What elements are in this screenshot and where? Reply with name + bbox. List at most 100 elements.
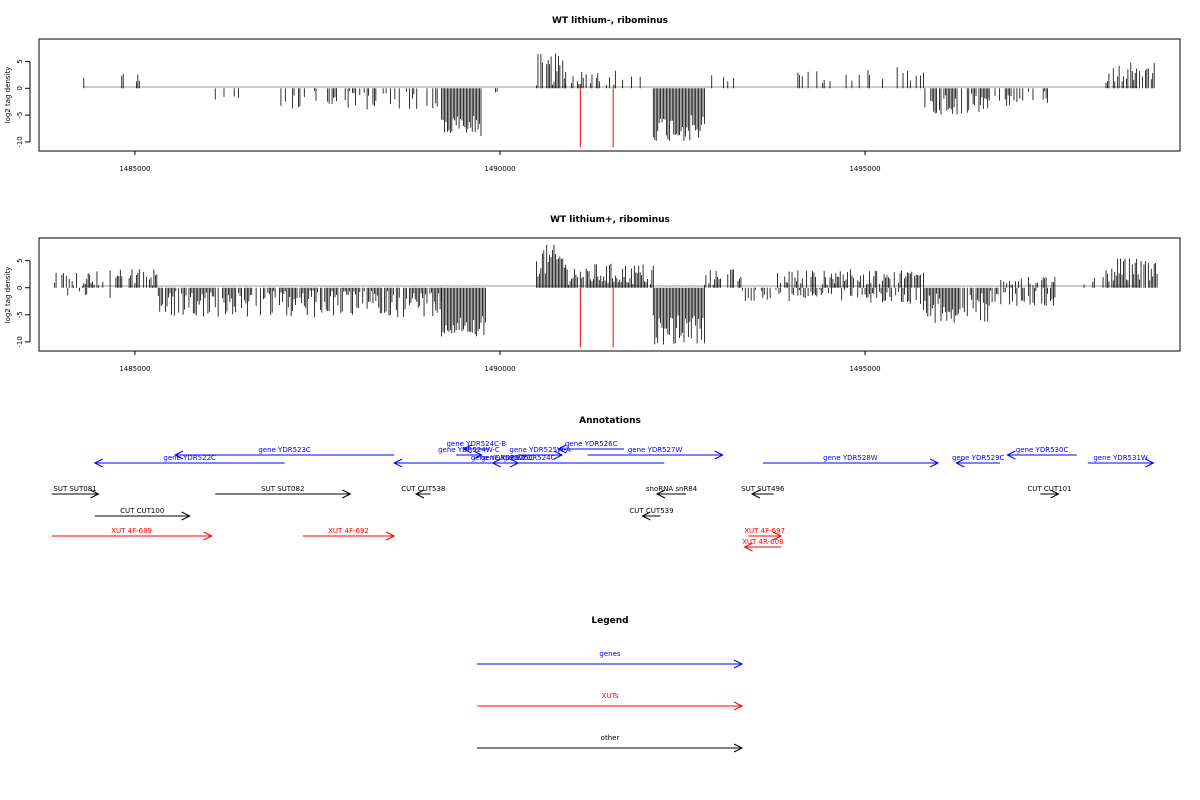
feature-label: SUT SUT081 bbox=[53, 485, 96, 493]
feature-label: CUT CUT539 bbox=[629, 507, 673, 515]
feature-label: gene YDR524C bbox=[503, 454, 556, 462]
arrow-head bbox=[491, 458, 501, 468]
feature-label: gene YDR522C bbox=[163, 454, 216, 462]
arrow-head bbox=[203, 531, 213, 541]
feature-label: SUT SUT496 bbox=[741, 485, 785, 493]
annotation-feature: gene YDR522C bbox=[93, 454, 285, 468]
annotation-feature: XUT 4F-689 bbox=[51, 527, 213, 541]
red-markers bbox=[579, 88, 614, 148]
y-axis-label: log2 tag density bbox=[4, 267, 12, 324]
arrow-head bbox=[385, 531, 396, 541]
arrow-head bbox=[392, 458, 403, 468]
arrow-head bbox=[772, 531, 783, 541]
density-panel-lithium-plus: WT lithium+, ribominus 50-5-10 1485000 14… bbox=[4, 215, 1181, 373]
arrow-head bbox=[929, 458, 940, 468]
arrow-head bbox=[641, 511, 651, 521]
annotations-track: Annotations gene YDR522C gene YDR523C gene… bbox=[51, 416, 1155, 552]
y-tick-label: 5 bbox=[16, 59, 24, 63]
legend-entry-xuts: XUTs bbox=[477, 692, 744, 711]
annotation-feature: gene YDR528W bbox=[762, 454, 940, 468]
x-tick-label: 1485000 bbox=[119, 365, 150, 373]
annotation-feature: snoRNA snR84 bbox=[646, 485, 698, 499]
density-panel-lithium-minus: WT lithium-, ribominus 50-5-10 1485000 14… bbox=[4, 16, 1181, 173]
arrow-head bbox=[655, 489, 666, 499]
feature-label: XUT 4F-697 bbox=[744, 527, 785, 535]
arrow-head bbox=[90, 489, 100, 499]
plot-frame bbox=[38, 38, 1181, 152]
annotation-feature: gene YDR529C bbox=[952, 454, 1005, 468]
arrow-head bbox=[342, 489, 352, 499]
feature-label: gene YDR524W-C bbox=[438, 446, 500, 454]
legend-label: genes bbox=[599, 650, 620, 658]
legend: Legend genes XUTs other bbox=[477, 616, 744, 753]
arrow-head bbox=[733, 743, 744, 753]
arrow-head bbox=[93, 458, 103, 468]
arrow-head bbox=[733, 659, 744, 669]
density-bars bbox=[83, 53, 1155, 141]
feature-label: gene YDR527W bbox=[628, 446, 683, 454]
y-tick-label: -5 bbox=[16, 311, 24, 318]
arrow-head bbox=[743, 542, 753, 552]
x-tick-label: 1490000 bbox=[484, 365, 515, 373]
feature-label: gene YDR528W bbox=[823, 454, 878, 462]
annotation-feature: CUT CUT100 bbox=[94, 507, 191, 521]
annotation-feature: CUT CUT539 bbox=[629, 507, 674, 521]
arrow-head bbox=[750, 489, 761, 499]
arrow-head bbox=[1050, 489, 1060, 499]
annotation-feature: gene YDR526C bbox=[557, 440, 625, 454]
plot-frame bbox=[38, 237, 1181, 352]
y-tick-label: 0 bbox=[16, 285, 24, 289]
legend-label: XUTs bbox=[602, 692, 619, 700]
x-axis: 1485000 1490000 1495000 bbox=[119, 151, 881, 173]
legend-title: Legend bbox=[591, 616, 628, 626]
feature-label: gene YDR526C bbox=[565, 440, 618, 448]
arrow-head bbox=[1006, 450, 1016, 460]
annotations-title: Annotations bbox=[579, 416, 641, 426]
arrow-head bbox=[462, 444, 472, 454]
arrow-head bbox=[714, 450, 724, 460]
y-axis: 5 0 -5 -10 bbox=[16, 258, 31, 348]
x-tick-label: 1490000 bbox=[484, 165, 515, 173]
red-markers bbox=[579, 287, 614, 348]
arrow-head bbox=[1145, 458, 1155, 468]
feature-label: gene YDR525C bbox=[481, 454, 534, 462]
x-tick-label: 1495000 bbox=[849, 365, 880, 373]
arrow-head bbox=[955, 458, 965, 468]
annotation-feature: gene YDR524C-B bbox=[446, 440, 506, 454]
annotation-feature: gene YDR527W bbox=[587, 446, 724, 460]
feature-label: CUT CUT538 bbox=[401, 485, 445, 493]
feature-label: XUT 4F-692 bbox=[328, 527, 369, 535]
y-tick-label: -5 bbox=[16, 112, 24, 119]
arrow-head bbox=[733, 701, 744, 711]
feature-label: snoRNA snR84 bbox=[646, 485, 698, 493]
x-tick-label: 1495000 bbox=[849, 165, 880, 173]
annotation-feature: XUT 4F-697 bbox=[744, 527, 785, 541]
legend-entry-genes: genes bbox=[477, 650, 744, 669]
x-axis: 1485000 1490000 1495000 bbox=[119, 351, 881, 373]
feature-label: CUT CUT100 bbox=[120, 507, 164, 515]
arrow-head bbox=[414, 489, 425, 499]
annotation-feature: SUT SUT081 bbox=[51, 485, 100, 499]
feature-label: gene YDR529C bbox=[952, 454, 1005, 462]
panel-title: WT lithium-, ribominus bbox=[552, 16, 668, 26]
feature-label: CUT CUT101 bbox=[1027, 485, 1071, 493]
feature-label: gene YDR523C bbox=[258, 446, 311, 454]
feature-label: gene YDR530C bbox=[1016, 446, 1069, 454]
annotation-feature: gene YDR530C bbox=[1006, 446, 1077, 460]
annotation-feature: CUT CUT101 bbox=[1027, 485, 1071, 499]
feature-label: SUT SUT082 bbox=[261, 485, 304, 493]
y-axis: 5 0 -5 -10 bbox=[16, 59, 31, 148]
annotation-feature: SUT SUT496 bbox=[741, 485, 785, 499]
annotation-feature: gene YDR531W bbox=[1087, 454, 1155, 468]
density-bars bbox=[54, 244, 1158, 345]
annotation-feature: gene YDR525W-A bbox=[509, 446, 571, 460]
legend-label: other bbox=[601, 734, 620, 742]
annotation-feature: gene YDR524W-C bbox=[438, 446, 500, 460]
legend-entry-other: other bbox=[477, 734, 744, 753]
annotation-feature: CUT CUT538 bbox=[401, 485, 445, 499]
feature-label: XUT 4R-608 bbox=[742, 538, 783, 546]
y-axis-label: log2 tag density bbox=[4, 67, 12, 124]
y-tick-label: -10 bbox=[16, 136, 24, 147]
feature-label: gene YDR525W bbox=[471, 454, 526, 462]
